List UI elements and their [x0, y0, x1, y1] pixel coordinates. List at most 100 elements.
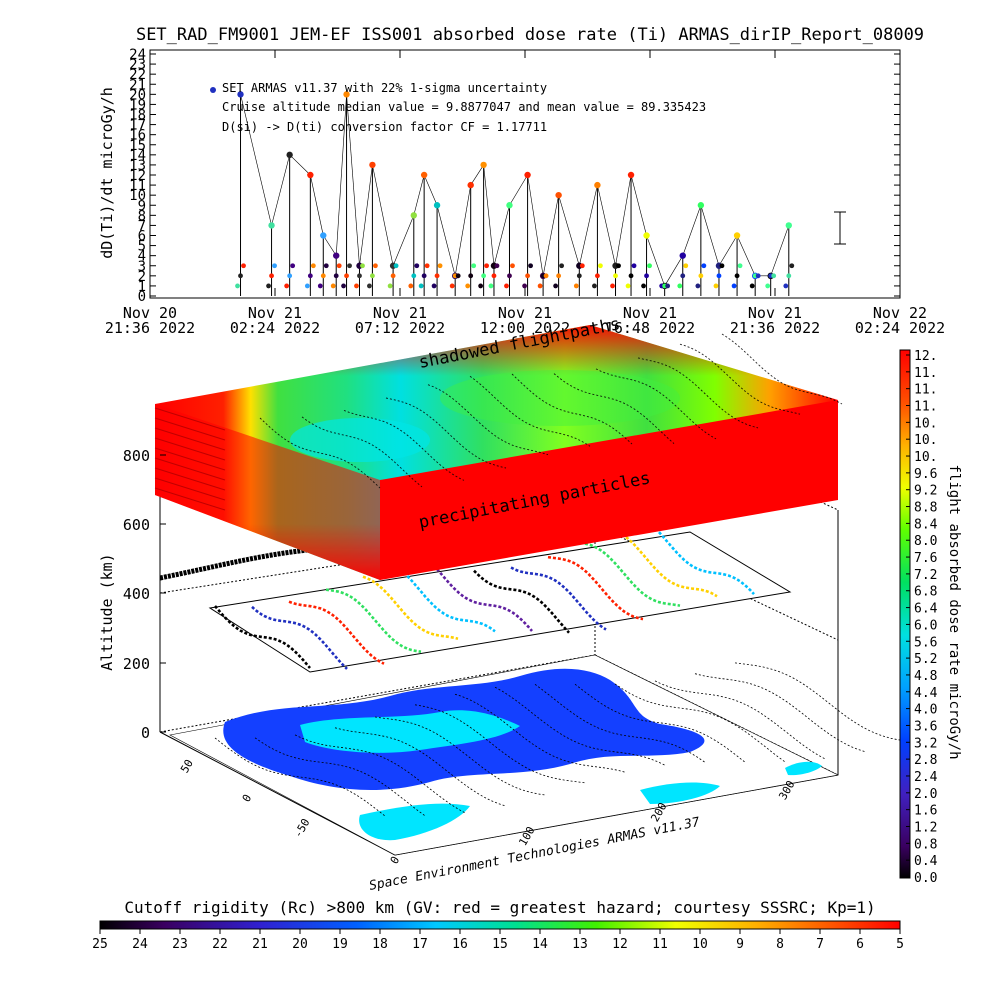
ground-track	[534, 683, 706, 763]
orbit-track	[362, 575, 459, 640]
data-point-baseline	[616, 263, 621, 269]
colorbar-tick-label: 8.4	[914, 517, 938, 532]
colorbar-tick-label: 10.	[914, 450, 937, 465]
slab-edge-stripe	[154, 417, 226, 441]
slab-edge-stripes	[154, 407, 226, 511]
data-point-baseline	[559, 263, 565, 269]
y-tick-label: 22	[129, 67, 146, 83]
colorbar-tick-label: 2.8	[914, 753, 937, 768]
data-point	[369, 161, 376, 169]
orbit-track	[473, 569, 570, 634]
data-point-baseline	[323, 263, 329, 269]
orbit-track	[584, 542, 681, 607]
colorbar-tick-label: 0.0	[914, 871, 937, 886]
rigidity-tick-label: 17	[412, 937, 428, 952]
orbit-track	[621, 533, 718, 598]
colorbar-ticks: 0.0 0.4 0.8 1.21.6 2.0 2.4 2.8 3.2 3.64.0 4.4 4.8 5…	[906, 349, 938, 886]
x-tick-label-date: Nov 22	[873, 304, 927, 322]
orbit-3d-panel: shadowed flightpaths precipitating parti…	[98, 314, 906, 894]
data-point	[268, 222, 275, 229]
colorbar-tick-label: 3.2	[914, 736, 937, 751]
data-point-baseline	[701, 263, 707, 269]
data-point-baseline	[765, 283, 771, 289]
altitude-tick-label: 400	[123, 585, 150, 603]
data-connector	[470, 164, 484, 186]
colorbar-tick-label: 10.	[914, 416, 937, 431]
data-point-baseline	[525, 273, 530, 279]
colorbar-gradient	[899, 349, 911, 879]
land-mass-south	[359, 803, 470, 841]
data-point-baseline	[734, 273, 740, 279]
rigidity-tick-label: 21	[252, 937, 268, 952]
ground-track	[454, 693, 626, 773]
colorbar-tick-label: 12.	[914, 349, 937, 364]
data-point-baseline	[307, 273, 313, 279]
rigidity-tick-label: 10	[692, 937, 708, 952]
colorbar-tick-label: 8.0	[914, 534, 937, 549]
orbit-track	[436, 568, 533, 632]
shadow-track	[553, 373, 675, 444]
rigidity-tick-label: 11	[652, 937, 668, 952]
y-tick-label: 20	[129, 87, 146, 103]
ground-track	[654, 680, 826, 760]
data-point-baseline	[310, 263, 316, 269]
data-point-baseline	[610, 283, 615, 289]
y-tick-label: 12	[129, 168, 146, 184]
colorbar-tick-label: 5.2	[914, 652, 937, 667]
shadow-track	[511, 373, 633, 445]
data-point-baseline	[468, 273, 474, 279]
y-tick-label: 13	[129, 158, 146, 174]
data-point-baseline	[695, 283, 701, 289]
shadow-track	[721, 333, 843, 405]
legend-marker	[210, 87, 216, 93]
ground-track	[374, 716, 546, 796]
data-point	[333, 252, 340, 259]
data-connector	[493, 205, 510, 266]
colorbar-tick-label: 10.	[914, 433, 937, 448]
rigidity-tick-label: 12	[612, 937, 628, 952]
slab-edge-stripe	[154, 487, 226, 511]
shadow-track	[469, 375, 591, 447]
colorbar-tick-label: 11.	[914, 383, 937, 398]
data-point-baseline	[320, 273, 326, 279]
data-point-baseline	[266, 283, 271, 289]
data-point-baseline	[628, 273, 634, 279]
data-point-baseline	[478, 283, 484, 289]
data-connector	[436, 205, 456, 276]
data-point-baseline	[783, 283, 789, 289]
data-point-baseline	[522, 283, 527, 289]
y-tick-label: 23	[129, 57, 146, 73]
land-mass-east	[640, 782, 720, 804]
data-connector	[682, 205, 702, 256]
data-connector	[542, 195, 559, 276]
colorbar-tick-label: 1.2	[914, 820, 937, 835]
data-point	[343, 91, 350, 98]
data-point-baseline	[330, 283, 336, 289]
colorbar-tick-label: 4.8	[914, 669, 937, 684]
data-point-baseline	[235, 283, 240, 289]
data-point-baseline	[579, 263, 585, 269]
data-connector	[646, 235, 665, 287]
slab-green-arc	[440, 370, 680, 426]
x-tick-label-time: 21:36 2022	[730, 319, 820, 337]
data-point-baseline	[598, 263, 603, 269]
ocean-patch	[300, 710, 520, 753]
data-point-baseline	[665, 283, 671, 289]
particle-slab	[154, 325, 843, 580]
data-point-baseline	[317, 283, 323, 289]
data-point-baseline	[573, 283, 579, 289]
rigidity-tick-label: 8	[776, 937, 784, 952]
colorbar-tick-label: 1.6	[914, 804, 937, 819]
rigidity-gradient	[99, 920, 901, 930]
y-tick-label: 2	[138, 269, 146, 285]
altitude-tick-label: 600	[123, 516, 150, 534]
rigidity-tick-label: 15	[492, 937, 508, 952]
y-tick-label: 5	[138, 239, 146, 255]
ground-tracks	[214, 662, 906, 817]
orbit-track	[510, 566, 607, 631]
orbit-track	[547, 555, 644, 621]
x-tick-label-time: 21:36 2022	[105, 319, 195, 337]
x-tick-label-date: Nov 21	[498, 304, 552, 322]
